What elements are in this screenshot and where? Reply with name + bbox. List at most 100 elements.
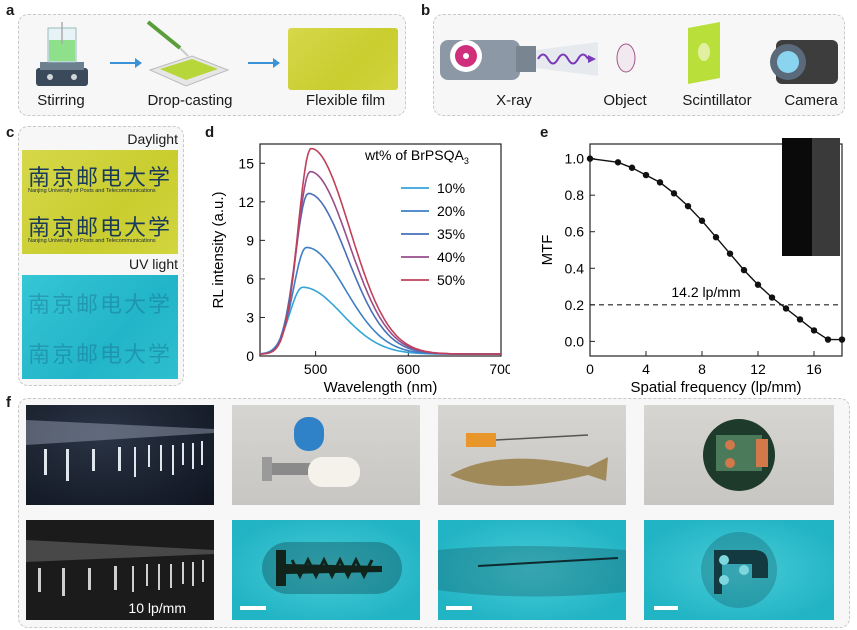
step-camera: Camera <box>784 92 838 109</box>
mtf-point <box>838 336 846 343</box>
x-tick-label: 8 <box>698 361 706 377</box>
fish-photo <box>438 405 626 505</box>
x-tick-label: 0 <box>586 361 594 377</box>
y-tick-label: 0.0 <box>565 333 585 349</box>
x-tick-label: 12 <box>750 361 766 377</box>
mtf-point <box>768 294 776 301</box>
y-axis-label: MTF <box>539 235 556 266</box>
mtf-point <box>698 217 706 224</box>
mtf-point <box>628 164 636 171</box>
mtf-point <box>726 250 734 257</box>
circuit-object <box>703 419 775 491</box>
y-tick-label: 1.0 <box>565 151 585 167</box>
mtf-point <box>796 316 804 323</box>
y-tick-label: 15 <box>238 155 254 171</box>
daylight-film-photo: 南京邮电大学 Nanjing University of Posts and T… <box>22 150 178 254</box>
mtf-point <box>586 155 594 162</box>
legend-label-40%: 40% <box>437 249 465 265</box>
mtf-point <box>810 327 818 334</box>
mtf-point <box>782 305 790 312</box>
x-tick-label: 700 <box>489 361 510 377</box>
step-drop-casting: Drop-casting <box>147 92 233 109</box>
fish-xray-image <box>438 520 626 620</box>
daylight-label: Daylight <box>127 131 178 147</box>
xray-line-pair-bars <box>38 560 204 596</box>
arrow-a2 <box>248 58 280 68</box>
film-chars-1: 南京邮电大学 <box>28 166 173 191</box>
y-tick-label: 0.2 <box>565 297 585 313</box>
legend-label-50%: 50% <box>437 272 465 288</box>
y-axis-label: RL intensity (a.u.) <box>210 192 227 309</box>
fish-object <box>450 433 608 486</box>
step-x-ray: X-ray <box>496 92 532 109</box>
step-scintillator: Scintillator <box>682 92 752 109</box>
panel-letter-e: e <box>540 124 549 141</box>
panel-letter-c: c <box>6 124 15 141</box>
circuit-xray-image <box>644 520 834 620</box>
legend-title-subscript: 3 <box>464 156 469 166</box>
y-tick-label: 3 <box>246 309 254 325</box>
panel-letter-d: d <box>205 124 215 141</box>
mtf-point <box>656 179 664 186</box>
screw-xray-image <box>232 520 420 620</box>
mtf-point <box>740 266 748 274</box>
uv-light-label: UV light <box>128 256 178 272</box>
edge-image-light <box>812 138 840 256</box>
panel-letter-f: f <box>6 394 11 411</box>
annotation-14-2: 14.2 lp/mm <box>671 284 740 300</box>
series-line-10% <box>259 286 501 355</box>
mtf-point <box>824 336 832 343</box>
x-axis-label: Wavelength (nm) <box>324 379 438 396</box>
drop-casting-illustration <box>146 20 230 87</box>
chart-rl-spectra: 0 3 6 9 12 15 500 600 700 Wavelength (nm) RL inten… <box>210 143 510 396</box>
step-flexible-film: Flexible film <box>305 92 386 109</box>
mtf-point <box>642 171 650 179</box>
plot-frame <box>259 143 502 357</box>
legend-label-35%: 35% <box>437 226 465 242</box>
stirrer-illustration <box>36 22 88 86</box>
circuit-photo <box>644 405 834 505</box>
y-tick-label: 0.8 <box>565 187 585 203</box>
series-line-50% <box>259 147 501 355</box>
legend-label-10%: 10% <box>437 180 465 196</box>
y-tick-label: 12 <box>238 194 254 210</box>
mtf-point <box>754 281 762 288</box>
x-tick-label: 500 <box>304 361 328 377</box>
mtf-point <box>670 190 678 197</box>
y-tick-label: 0.4 <box>565 260 585 276</box>
uv-film-chars-1: 南京邮电大学 <box>28 293 173 318</box>
x-tick-label: 4 <box>642 361 650 377</box>
uv-film-photo: 南京邮电大学 南京邮电大学 <box>22 275 178 379</box>
xray-imaging-illustration <box>440 22 838 84</box>
film-chars-2: 南京邮电大学 <box>28 216 173 241</box>
step-object: Object <box>603 92 647 109</box>
uv-film-chars-2: 南京邮电大学 <box>28 343 173 368</box>
scale-bar-fish <box>446 606 472 610</box>
screw-photo <box>232 405 420 505</box>
resolution-label: 10 lp/mm <box>128 600 186 616</box>
legend-label-20%: 20% <box>437 203 465 219</box>
film-text-2: Nanjing University of Posts and Telecomm… <box>28 238 156 244</box>
x-axis-label: Spatial frequency (lp/mm) <box>631 379 802 396</box>
y-tick-label: 0.6 <box>565 224 585 240</box>
screw-object <box>262 417 360 487</box>
edge-image-dark <box>782 138 812 256</box>
scale-bar-screw <box>240 606 266 610</box>
step-stirring: Stirring <box>37 92 85 109</box>
film-text-1: Nanjing University of Posts and Telecomm… <box>28 188 156 194</box>
scale-bar-circuit <box>654 606 678 610</box>
line-pairs-photo <box>26 420 214 481</box>
y-tick-label: 9 <box>246 232 254 248</box>
x-tick-label: 16 <box>806 361 822 377</box>
line-pair-bars <box>44 441 203 481</box>
panel-letter-b: b <box>421 2 431 19</box>
panel-letter-a: a <box>6 2 15 19</box>
line-pairs-xray <box>26 540 214 596</box>
circuit-xray <box>701 532 777 608</box>
resolution-chart-photo <box>26 405 214 505</box>
resolution-xray-image: 10 lp/mm <box>26 520 214 620</box>
legend-title: wt% of BrPSQA3 <box>364 147 469 166</box>
fish-xray <box>438 546 626 597</box>
flexible-film-photo <box>288 28 398 90</box>
y-tick-label: 0 <box>246 348 254 364</box>
